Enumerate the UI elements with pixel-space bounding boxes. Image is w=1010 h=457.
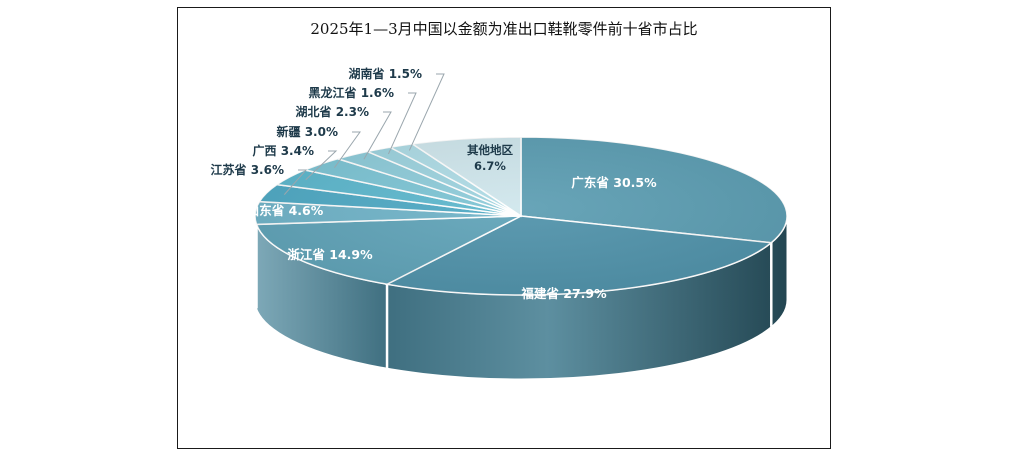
- slice-label-3: 浙江省 14.9%: [287, 247, 373, 262]
- slice-label-11: 其他地区: [467, 143, 513, 157]
- slice-label-9: 黑龙江省 1.6%: [309, 85, 394, 100]
- slice-value-11: 6.7%: [474, 159, 506, 173]
- pie-chart: 广东省 30.5% 福建省 27.9% 浙江省 14.9% 山东省 4.6% 江苏省 3…: [211, 66, 788, 380]
- leader-line-6: [305, 150, 338, 181]
- chart-frame: 2025年1—3月中国以金额为准出口鞋靴零件前十省市占比 广东省 30.5% 福建…: [177, 7, 831, 449]
- leader-line-8: [363, 111, 392, 160]
- leader-line-9: [387, 92, 417, 155]
- slice-label-6: 广西 3.4%: [253, 143, 314, 158]
- leader-line-5: [283, 169, 308, 195]
- slice-label-1: 广东省 30.5%: [571, 175, 657, 190]
- chart-title: 2025年1—3月中国以金额为准出口鞋靴零件前十省市占比: [310, 20, 698, 38]
- slice-label-2: 福建省 27.9%: [520, 286, 607, 301]
- pie-top-shade: [255, 137, 787, 295]
- leader-line-7: [334, 131, 361, 169]
- slice-label-10: 湖南省 1.5%: [349, 66, 422, 81]
- leader-line-10: [408, 73, 445, 151]
- slice-label-5: 江苏省 3.6%: [211, 162, 284, 177]
- slice-label-8: 湖北省 2.3%: [296, 104, 369, 119]
- slice-label-4: 山东省 4.6%: [247, 203, 324, 218]
- slice-label-7: 新疆 3.0%: [277, 124, 338, 139]
